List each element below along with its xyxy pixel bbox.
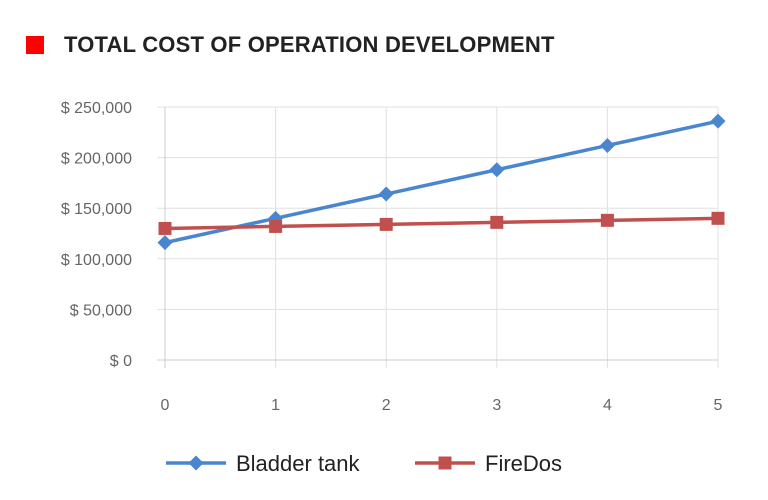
data-point: [158, 221, 172, 235]
series-line: [164, 216, 719, 231]
y-tick-label: $ 0: [110, 353, 132, 370]
chart-header: TOTAL COST OF OPERATION DEVELOPMENT: [26, 29, 555, 61]
axes: [157, 107, 718, 368]
data-point: [489, 162, 505, 178]
y-tick-label: $ 200,000: [61, 151, 132, 168]
legend-square-icon: [438, 456, 452, 470]
data-point: [600, 213, 614, 227]
data-point: [490, 215, 504, 229]
x-tick-label: 4: [603, 397, 612, 414]
y-tick-label: $ 50,000: [70, 302, 132, 319]
x-tick-label: 0: [161, 397, 170, 414]
legend-item: FireDos: [415, 451, 562, 476]
data-point: [157, 235, 173, 251]
data-point: [711, 211, 725, 225]
legend-label: Bladder tank: [236, 451, 361, 476]
series: [157, 113, 726, 251]
y-tick-label: $ 150,000: [61, 201, 132, 218]
x-tick-label: 1: [271, 397, 280, 414]
legend-label: FireDos: [485, 451, 562, 476]
y-tick-label: $ 250,000: [61, 100, 132, 117]
y-axis-ticks: $ 0 $ 50,000 $ 100,000 $ 150,000 $ 200,000 $ …: [61, 100, 132, 370]
series-bladder-tank: [157, 113, 726, 251]
data-point: [599, 137, 615, 153]
data-point: [269, 219, 283, 233]
x-tick-label: 3: [492, 397, 501, 414]
data-point: [378, 186, 394, 202]
title-marker-square: [26, 36, 44, 54]
chart-title: TOTAL COST OF OPERATION DEVELOPMENT: [64, 32, 555, 57]
series-line: [164, 119, 719, 245]
x-tick-label: 5: [714, 397, 723, 414]
legend: Bladder tank FireDos: [166, 451, 562, 476]
data-point: [379, 217, 393, 231]
x-axis-ticks: 0 1 2 3 4 5: [161, 397, 723, 414]
y-tick-label: $ 100,000: [61, 252, 132, 269]
legend-diamond-icon: [188, 455, 204, 471]
data-point: [710, 113, 726, 129]
legend-item: Bladder tank: [166, 451, 361, 476]
grid-lines: [157, 106, 719, 368]
series-firedos: [158, 211, 725, 235]
x-tick-label: 2: [382, 397, 391, 414]
